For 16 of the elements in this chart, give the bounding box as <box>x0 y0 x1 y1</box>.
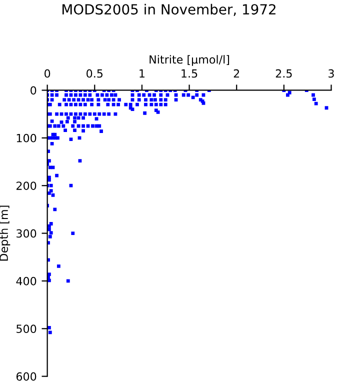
y-tick-label: 600 <box>16 372 36 381</box>
y-tick-label: 100 <box>16 134 36 142</box>
y-tick-label: 500 <box>16 324 36 334</box>
x-axis-title: Nitrite [µmol/l] <box>150 55 230 66</box>
x-tick-label: 2 <box>234 69 240 78</box>
y-tick-label: 300 <box>16 229 36 238</box>
x-tick-label: 1 <box>140 69 144 78</box>
x-tick-label: 0 <box>44 69 50 78</box>
x-tick-label: 3 <box>328 69 334 78</box>
x-tick-label: 1.5 <box>182 69 198 78</box>
chart-title: MODS2005 in November, 1972 <box>62 4 276 16</box>
y-tick-label: 0 <box>30 86 36 95</box>
x-tick-label: 2.5 <box>276 69 292 78</box>
y-tick-label: 400 <box>16 276 36 286</box>
y-tick-label: 200 <box>16 182 36 190</box>
x-tick-label: 0.5 <box>86 69 103 78</box>
